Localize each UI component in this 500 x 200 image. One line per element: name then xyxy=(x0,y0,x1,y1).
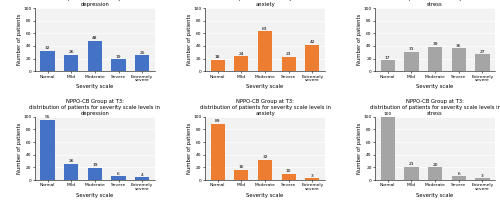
Text: 100: 100 xyxy=(384,112,392,116)
X-axis label: Severity scale: Severity scale xyxy=(416,193,454,198)
Bar xyxy=(40,120,54,180)
X-axis label: Severity scale: Severity scale xyxy=(76,84,114,89)
Text: 23: 23 xyxy=(286,52,292,56)
Bar xyxy=(452,48,466,71)
Bar xyxy=(64,55,78,71)
Text: 6: 6 xyxy=(458,172,460,176)
Bar xyxy=(88,41,102,71)
Bar xyxy=(258,160,272,180)
Y-axis label: Number of patients: Number of patients xyxy=(187,123,192,174)
Text: 10: 10 xyxy=(286,169,292,173)
Text: 20: 20 xyxy=(432,163,438,167)
Text: 63: 63 xyxy=(262,27,268,31)
Bar xyxy=(210,124,225,180)
Bar xyxy=(112,59,126,71)
Title: NPPO-CB Group at T0:
distribution of patients for severity scale levels in
anxie: NPPO-CB Group at T0: distribution of pat… xyxy=(200,0,330,7)
Text: 19: 19 xyxy=(92,163,98,167)
Bar xyxy=(88,168,102,180)
Y-axis label: Number of patients: Number of patients xyxy=(17,123,22,174)
Bar xyxy=(64,164,78,180)
Text: 4: 4 xyxy=(141,173,144,177)
Bar xyxy=(305,178,320,180)
Text: 16: 16 xyxy=(238,165,244,169)
Text: 39: 39 xyxy=(432,42,438,46)
Y-axis label: Number of patients: Number of patients xyxy=(17,14,22,65)
Title: NPPO-CB Group at T3:
distribution of patients for severity scale levels in
anxie: NPPO-CB Group at T3: distribution of pat… xyxy=(200,99,330,116)
Bar xyxy=(380,117,395,180)
X-axis label: Severity scale: Severity scale xyxy=(246,84,284,89)
Bar xyxy=(476,54,490,71)
Y-axis label: Number of patients: Number of patients xyxy=(357,123,362,174)
Bar xyxy=(476,178,490,180)
Text: 32: 32 xyxy=(262,155,268,159)
X-axis label: Severity scale: Severity scale xyxy=(246,193,284,198)
Text: 95: 95 xyxy=(44,115,51,119)
Title: NPPO-CB Group at T0:
distribution of patients for severity scale levels in
depre: NPPO-CB Group at T0: distribution of pat… xyxy=(30,0,160,7)
Y-axis label: Number of patients: Number of patients xyxy=(357,14,362,65)
Bar xyxy=(210,60,225,71)
Text: 25: 25 xyxy=(140,51,145,55)
Bar xyxy=(282,57,296,71)
Text: 6: 6 xyxy=(117,172,120,176)
X-axis label: Severity scale: Severity scale xyxy=(76,193,114,198)
Bar xyxy=(428,47,442,71)
Text: 32: 32 xyxy=(45,46,51,50)
Text: 19: 19 xyxy=(116,55,121,59)
Text: 24: 24 xyxy=(238,52,244,56)
Bar xyxy=(380,60,395,71)
Y-axis label: Number of patients: Number of patients xyxy=(187,14,192,65)
Bar xyxy=(135,177,150,180)
Bar xyxy=(305,45,320,71)
Text: 3: 3 xyxy=(311,174,314,178)
Text: 31: 31 xyxy=(408,47,414,51)
Text: 17: 17 xyxy=(385,56,390,60)
Text: 27: 27 xyxy=(480,50,485,54)
Bar xyxy=(258,31,272,71)
Bar xyxy=(135,55,150,71)
Bar xyxy=(234,170,248,180)
Bar xyxy=(428,167,442,180)
Title: NPPO-CB Group at T3:
distribution of patients for severity scale levels in
depre: NPPO-CB Group at T3: distribution of pat… xyxy=(30,99,160,116)
Bar xyxy=(404,167,418,180)
Text: 36: 36 xyxy=(456,44,462,48)
Text: 26: 26 xyxy=(68,159,74,163)
Title: NPPO-CB Group at T3:
distribution of patients for severity scale levels in
stres: NPPO-CB Group at T3: distribution of pat… xyxy=(370,99,500,116)
Bar xyxy=(112,176,126,180)
Bar xyxy=(404,52,418,71)
Bar xyxy=(40,51,54,71)
Text: 21: 21 xyxy=(408,162,414,166)
Text: 42: 42 xyxy=(310,40,315,44)
Bar xyxy=(452,176,466,180)
Text: 18: 18 xyxy=(215,55,220,59)
Text: 48: 48 xyxy=(92,36,98,40)
Text: 89: 89 xyxy=(215,119,220,123)
Bar xyxy=(234,56,248,71)
Text: 26: 26 xyxy=(68,50,74,54)
Text: 3: 3 xyxy=(481,174,484,178)
X-axis label: Severity scale: Severity scale xyxy=(416,84,454,89)
Title: NPPO-CB Group at T0:
distribution of patients for severity scale levels in
stres: NPPO-CB Group at T0: distribution of pat… xyxy=(370,0,500,7)
Bar xyxy=(282,174,296,180)
